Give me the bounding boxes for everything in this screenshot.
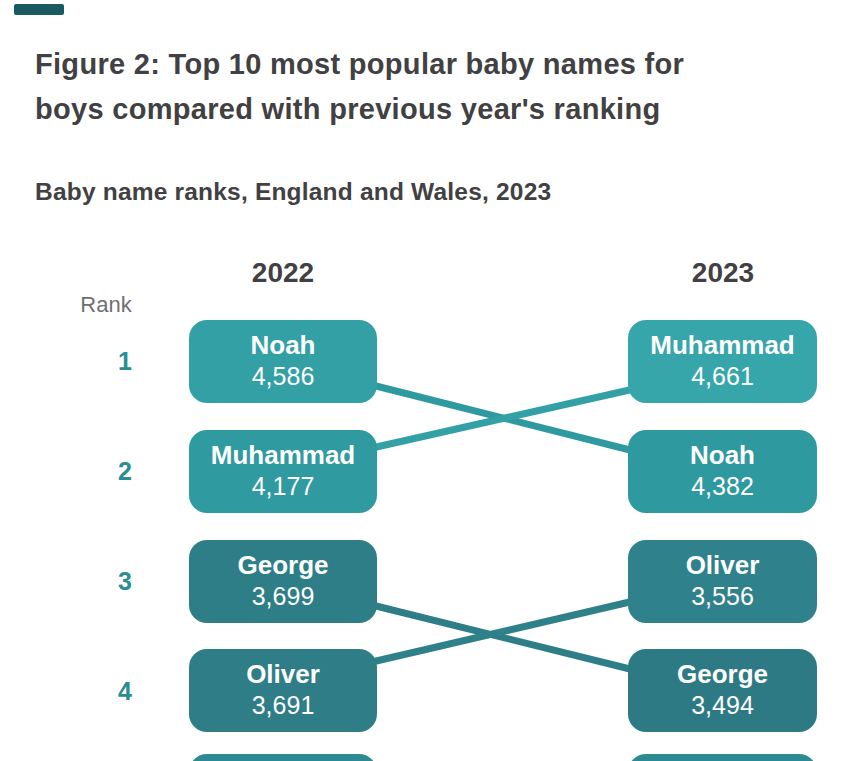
box-name: Muhammad xyxy=(628,329,817,361)
slope-line-george xyxy=(372,605,634,670)
box-2022-rank2: Muhammad 4,177 xyxy=(189,430,377,513)
box-value: 4,382 xyxy=(628,471,817,501)
box-2023-rank1: Muhammad 4,661 xyxy=(628,320,817,403)
box-value: 4,177 xyxy=(189,471,377,501)
box-2022-rank4: Oliver 3,691 xyxy=(189,649,377,732)
box-name: George xyxy=(628,658,817,690)
box-2023-rank5-partial xyxy=(628,754,817,761)
box-value: 4,586 xyxy=(189,361,377,391)
box-2023-rank2: Noah 4,382 xyxy=(628,430,817,513)
box-value: 3,494 xyxy=(628,690,817,720)
box-2022-rank3: George 3,699 xyxy=(189,540,377,623)
box-name: Oliver xyxy=(189,658,377,690)
box-name: Oliver xyxy=(628,549,817,581)
box-name: Muhammad xyxy=(189,439,377,471)
box-name: Noah xyxy=(189,329,377,361)
box-2023-rank4: George 3,494 xyxy=(628,649,817,732)
box-2022-rank5-partial xyxy=(189,754,377,761)
box-value: 3,691 xyxy=(189,690,377,720)
box-2023-rank3: Oliver 3,556 xyxy=(628,540,817,623)
box-name: Noah xyxy=(628,439,817,471)
box-value: 3,556 xyxy=(628,581,817,611)
box-value: 4,661 xyxy=(628,361,817,391)
box-value: 3,699 xyxy=(189,581,377,611)
box-name: George xyxy=(189,549,377,581)
box-2022-rank1: Noah 4,586 xyxy=(189,320,377,403)
slope-line-oliver xyxy=(372,601,634,662)
